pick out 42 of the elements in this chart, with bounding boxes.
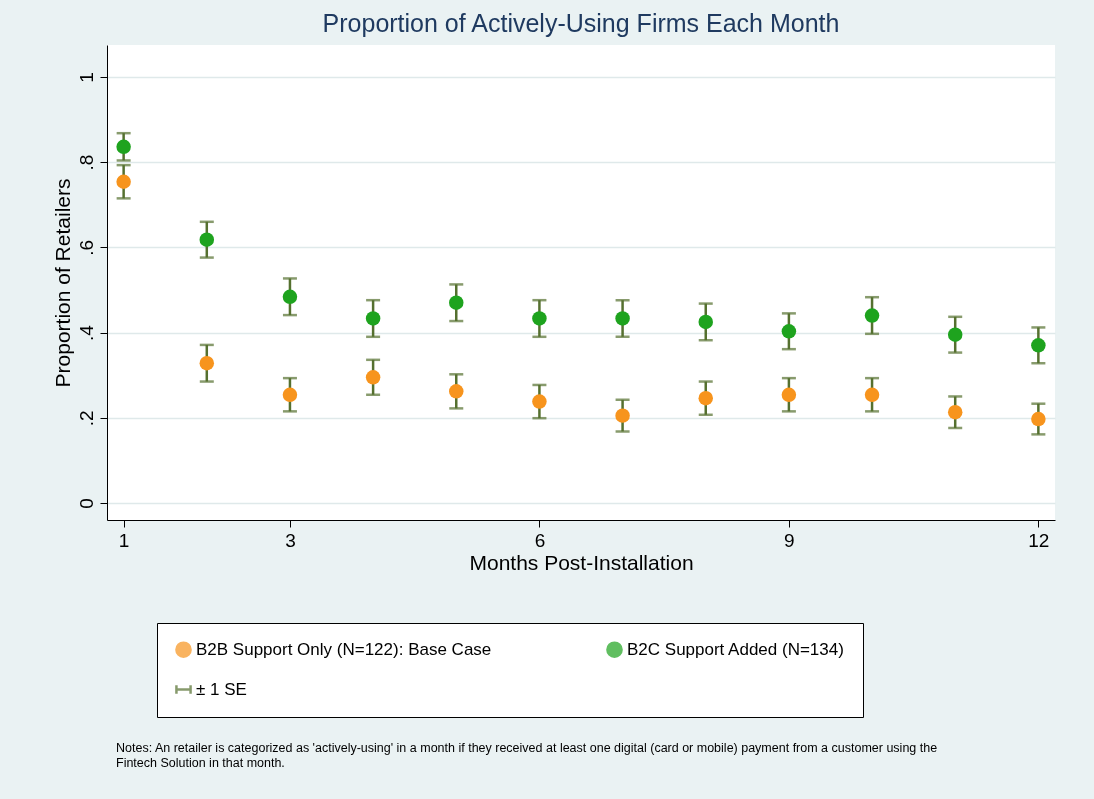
y-tick-label: 0 (75, 498, 97, 509)
point (199, 356, 215, 371)
point (365, 370, 381, 385)
point (615, 408, 630, 423)
point (199, 232, 215, 247)
chart-title: Proportion of Actively-Using Firms Each Month (322, 9, 840, 37)
y-axis-title: Proportion of Retailers (50, 178, 74, 388)
point (116, 174, 131, 189)
y-tick-label: .4 (75, 324, 97, 341)
point (698, 314, 713, 330)
point (781, 324, 797, 339)
x-tick-label: 3 (285, 529, 296, 551)
point (615, 311, 630, 326)
y-tick-label: .2 (75, 410, 97, 427)
x-tick-label: 1 (118, 529, 130, 551)
point (698, 390, 713, 406)
point (1031, 411, 1046, 427)
point (947, 404, 963, 420)
point (532, 311, 547, 326)
point (282, 387, 298, 402)
legend-label: B2B Support Only (N=122): Base Case (196, 639, 492, 659)
point (781, 387, 797, 402)
point (365, 311, 381, 326)
text: ± 1 SE (196, 679, 247, 699)
y-tick-label: 1 (75, 72, 97, 83)
x-axis-title: Months Post-Installation (469, 550, 694, 574)
point (532, 394, 547, 409)
x-tick-label: 6 (534, 529, 546, 551)
point (449, 384, 464, 399)
point (947, 327, 963, 342)
point (864, 387, 880, 402)
x-tick-label: 9 (784, 529, 795, 551)
point (449, 295, 464, 310)
point (116, 139, 131, 155)
x-tick-label: 12 (1028, 529, 1050, 551)
y-tick-label: .8 (75, 154, 97, 171)
point (1031, 338, 1046, 353)
point (282, 289, 298, 304)
text: Notes: An retailer is categorized as 'actively-using' in a month if they received at least one digital (card or mobile) payment from a customer using the Fintech Solution in that month. (116, 741, 939, 771)
y-tick-label: .6 (75, 239, 97, 256)
point (864, 308, 880, 323)
legend-label: B2C Support Added (N=134) (627, 639, 844, 659)
